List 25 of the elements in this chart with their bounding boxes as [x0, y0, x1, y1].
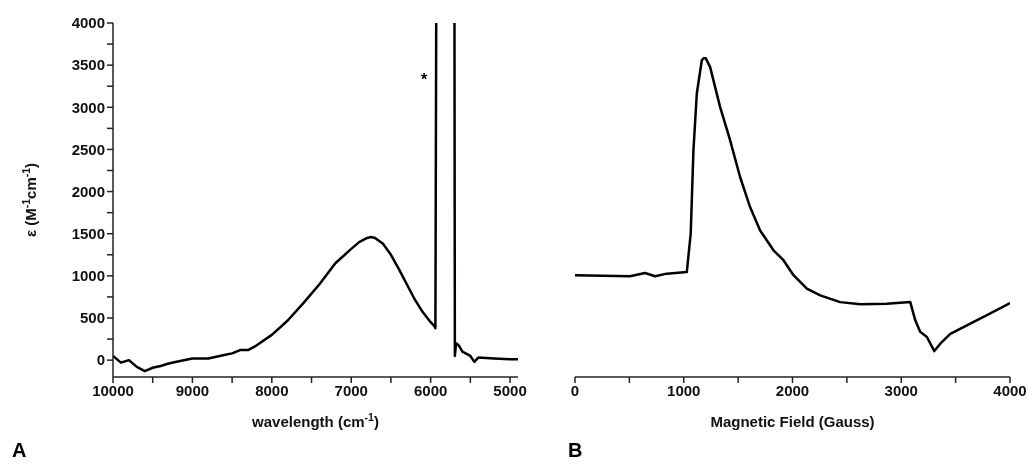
x-tick-label: 6000 [413, 381, 448, 399]
x-tick-label: 10000 [92, 381, 134, 399]
x-tick-label: 8000 [255, 381, 289, 399]
x-tick-label: 5000 [493, 381, 527, 399]
x-tick-label: 2000 [775, 381, 810, 399]
text: B [568, 438, 584, 462]
y-tick-label: 4000 [71, 14, 105, 32]
y-tick-label: 3000 [71, 98, 105, 116]
text: A [12, 438, 28, 462]
x-axis-title: wavelength (cm$^{-1}$) [251, 411, 379, 430]
x-tick-label: 3000 [884, 381, 918, 399]
y-tick-label: 1500 [71, 225, 105, 243]
y-tick-label: 0 [96, 351, 105, 369]
x-tick-label: 1000 [667, 381, 701, 399]
y-tick-label: 3500 [71, 56, 105, 74]
y-tick-label: 2500 [71, 140, 105, 158]
y-tick-label: 2000 [71, 182, 105, 200]
x-tick-label: 7000 [334, 381, 368, 399]
annotation: * [421, 71, 428, 88]
y-tick-label: 1000 [71, 267, 105, 285]
x-axis-title: Magnetic Field (Gauss) [710, 413, 875, 430]
x-tick-label: 4000 [993, 381, 1027, 399]
y-tick-label: 500 [79, 309, 105, 327]
x-tick-label: 9000 [175, 381, 210, 399]
x-tick-label: 0 [570, 381, 580, 399]
